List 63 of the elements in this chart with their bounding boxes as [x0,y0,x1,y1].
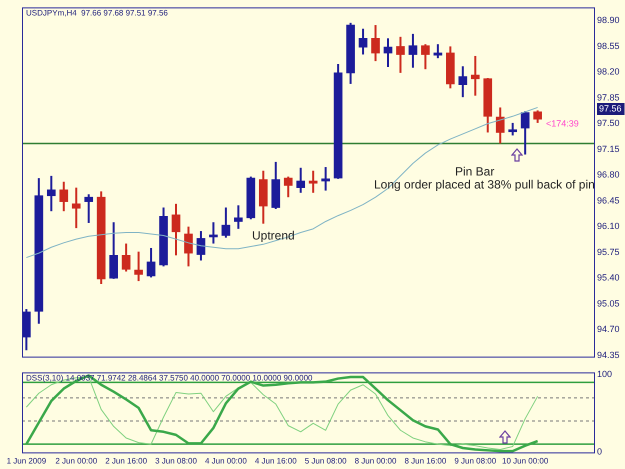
y-tick-label: 96.10 [597,221,620,232]
candlestick [134,250,143,282]
candlestick [508,122,518,136]
y-tick-label: 97.85 [597,92,620,102]
candlestick [496,106,505,145]
y-tick-label: 0 [597,446,602,456]
candlestick [296,166,306,194]
candlestick [371,24,380,62]
candlestick [358,28,368,56]
y-tick-label: 98.20 [597,66,620,77]
candlestick [396,36,405,74]
annotation: Uptrend [252,228,295,242]
x-tick-label: 8 Jun 16:00 [404,456,447,466]
candlestick [84,193,94,224]
x-tick-label: 10 Jun 00:00 [502,456,549,466]
candlestick [284,176,293,198]
x-tick-label: 2 Jun 00:00 [55,456,98,466]
candlestick [72,186,81,230]
x-tick-label: 3 Jun 08:00 [155,456,198,466]
x-tick-label: 8 Jun 00:00 [354,456,397,466]
y-tick-label: 97.50 [597,118,620,128]
candlestick [122,242,130,273]
x-tick-label: 9 Jun 08:00 [454,456,497,466]
y-tick-label: 94.35 [597,350,620,360]
candlestick [434,43,442,60]
y-tick-label: 98.90 [597,15,620,26]
x-tick-label: 1 Jun 2009 [6,456,47,466]
candlestick [46,174,56,212]
y-tick-label: 95.40 [597,272,620,283]
y-tick-label: 95.75 [597,246,620,257]
candlestick [458,65,468,98]
candlestick [421,43,430,70]
candlestick [109,221,118,280]
candlestick [222,206,230,239]
x-tick-label: 5 Jun 08:00 [304,456,348,466]
candlestick [470,54,480,97]
x-tick-label: 2 Jun 16:00 [105,456,148,466]
candlestick [184,226,193,268]
candlestick [520,110,530,156]
candlestick [234,204,243,230]
candlestick [308,170,318,194]
candlestick [196,230,206,262]
y-tick-label: 94.70 [597,324,620,334]
y-tick-label: 96.45 [597,195,620,206]
y-tick-label: 98.55 [597,40,620,51]
candlestick [384,37,392,68]
y-tick-label: 95.05 [597,298,620,308]
candlestick [408,32,418,69]
annotation: Pin Bar [455,164,494,178]
x-tick-label: 4 Jun 16:00 [254,456,298,466]
candlestick [321,166,330,192]
y-tick-label: 97.15 [597,144,620,154]
chart-title: USDJPYm,H4 97.66 97.68 97.51 97.56 [26,8,168,18]
y-tick-label: 100 [597,369,612,380]
candlestick [533,109,542,124]
candlestick [172,202,180,256]
candlestick [209,221,218,245]
candlestick [146,246,156,278]
text: <174:39 [546,118,579,128]
text: 97.56 [599,103,622,114]
candlestick [59,180,68,212]
x-tick-label: 4 Jun 00:00 [204,456,248,466]
y-tick-label: 96.80 [597,170,620,180]
